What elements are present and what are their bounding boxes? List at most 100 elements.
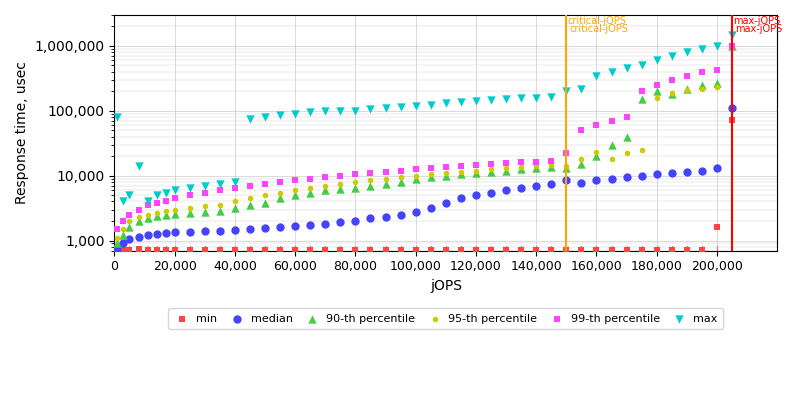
max [605, 68, 618, 75]
90-th percentile [258, 200, 271, 206]
99-th percentile [485, 161, 498, 168]
max [695, 46, 708, 52]
90-th percentile [334, 186, 346, 192]
95-th percentile [410, 172, 422, 179]
max [560, 88, 573, 94]
99-th percentile [183, 192, 196, 198]
X-axis label: jOPS: jOPS [430, 279, 462, 293]
max [575, 85, 588, 92]
min [243, 246, 256, 253]
max [454, 99, 467, 106]
min [117, 246, 130, 253]
99-th percentile [229, 185, 242, 191]
min [410, 246, 422, 253]
99-th percentile [123, 212, 136, 218]
max [243, 116, 256, 122]
90-th percentile [198, 208, 211, 215]
min [500, 246, 513, 253]
95-th percentile [243, 195, 256, 201]
median [304, 222, 317, 228]
90-th percentile [545, 164, 558, 170]
min [349, 246, 362, 253]
min [439, 246, 452, 253]
median [159, 230, 172, 236]
90-th percentile [590, 153, 603, 159]
95-th percentile [141, 212, 154, 218]
min [695, 246, 708, 253]
min [168, 246, 181, 253]
95-th percentile [289, 187, 302, 193]
min [590, 246, 603, 253]
90-th percentile [410, 176, 422, 182]
median [379, 214, 392, 220]
min [605, 246, 618, 253]
95-th percentile [229, 198, 242, 205]
min [183, 246, 196, 253]
median [117, 240, 130, 247]
90-th percentile [650, 88, 663, 94]
99-th percentile [424, 165, 437, 172]
99-th percentile [141, 202, 154, 208]
95-th percentile [117, 226, 130, 232]
90-th percentile [424, 174, 437, 180]
max [379, 105, 392, 111]
min [470, 246, 482, 253]
95-th percentile [726, 43, 738, 49]
median [229, 227, 242, 233]
median [123, 236, 136, 242]
median [530, 182, 542, 189]
95-th percentile [198, 203, 211, 209]
max [117, 198, 130, 205]
Text: max-jOPS: max-jOPS [735, 24, 782, 34]
max [710, 43, 723, 49]
median [710, 165, 723, 172]
95-th percentile [710, 84, 723, 90]
max [485, 97, 498, 104]
95-th percentile [258, 192, 271, 198]
90-th percentile [726, 43, 738, 49]
90-th percentile [500, 167, 513, 174]
99-th percentile [650, 82, 663, 88]
90-th percentile [439, 172, 452, 179]
90-th percentile [274, 195, 286, 201]
95-th percentile [545, 162, 558, 168]
99-th percentile [575, 127, 588, 134]
99-th percentile [334, 172, 346, 179]
median [424, 204, 437, 211]
max [349, 108, 362, 114]
99-th percentile [590, 122, 603, 128]
median [289, 222, 302, 229]
90-th percentile [695, 82, 708, 88]
min [289, 246, 302, 253]
90-th percentile [394, 179, 407, 185]
min [304, 246, 317, 253]
min [575, 246, 588, 253]
95-th percentile [159, 207, 172, 214]
min [394, 246, 407, 253]
90-th percentile [150, 213, 163, 219]
95-th percentile [394, 174, 407, 180]
max [258, 114, 271, 120]
99-th percentile [695, 68, 708, 75]
min [620, 246, 633, 253]
95-th percentile [150, 209, 163, 216]
99-th percentile [470, 162, 482, 168]
95-th percentile [575, 156, 588, 162]
90-th percentile [349, 185, 362, 191]
90-th percentile [289, 192, 302, 198]
90-th percentile [243, 202, 256, 208]
max [111, 114, 124, 120]
max [274, 112, 286, 118]
95-th percentile [364, 177, 377, 184]
90-th percentile [485, 168, 498, 175]
min [635, 246, 648, 253]
90-th percentile [123, 224, 136, 230]
95-th percentile [274, 189, 286, 196]
median [620, 174, 633, 180]
max [650, 57, 663, 64]
95-th percentile [183, 204, 196, 211]
median [560, 177, 573, 184]
min [111, 247, 124, 254]
99-th percentile [198, 189, 211, 196]
median [319, 221, 332, 227]
